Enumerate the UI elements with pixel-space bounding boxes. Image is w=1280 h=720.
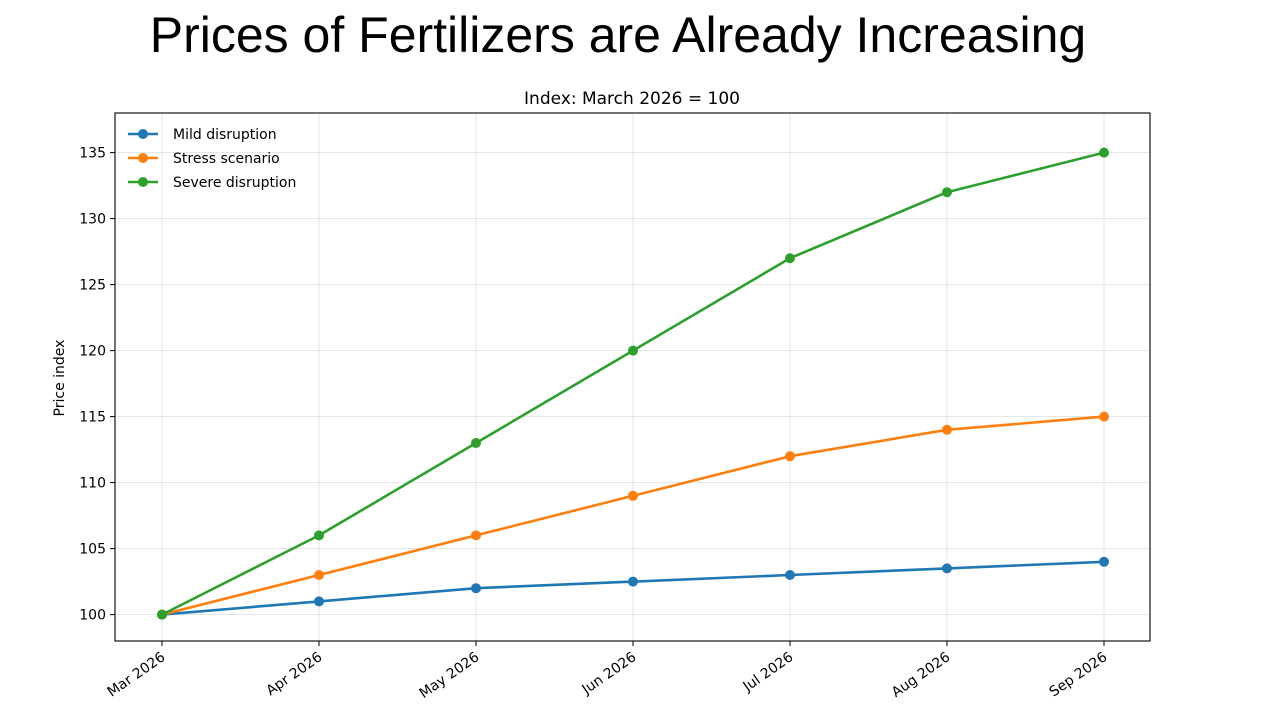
- x-tick-label: Apr 2026: [263, 649, 325, 699]
- data-point: [628, 490, 638, 501]
- data-point: [1099, 147, 1109, 158]
- data-point: [1099, 411, 1109, 422]
- data-point: [471, 530, 481, 541]
- data-point: [942, 424, 952, 435]
- y-tick-label: 130: [79, 212, 106, 228]
- data-point: [628, 345, 638, 356]
- legend: Mild disruption Stress scenario Severe dis…: [128, 127, 296, 191]
- y-tick-label: 115: [79, 410, 106, 426]
- data-point: [471, 583, 481, 594]
- x-tick-label: May 2026: [417, 649, 483, 702]
- data-point: [157, 609, 167, 620]
- data-point: [314, 530, 324, 541]
- data-point: [471, 438, 481, 448]
- data-point: [628, 576, 638, 587]
- legend-swatch-marker: [138, 153, 148, 163]
- data-point: [785, 451, 795, 462]
- data-point: [942, 563, 952, 574]
- y-tick-label: 110: [79, 476, 106, 492]
- legend-label: Severe disruption: [173, 175, 296, 191]
- y-tick-label: 125: [79, 278, 106, 294]
- x-tick-label: Jun 2026: [579, 649, 640, 698]
- grid-lines: [115, 113, 1150, 641]
- y-tick-label: 120: [79, 344, 106, 360]
- y-axis-label: Price index: [52, 340, 68, 417]
- legend-swatch-marker: [138, 129, 148, 139]
- y-tick-label: 135: [79, 146, 106, 162]
- data-point: [942, 187, 952, 198]
- slide-title: Prices of Fertilizers are Already Increa…: [149, 7, 1087, 63]
- data-point: [1099, 556, 1109, 567]
- legend-label: Mild disruption: [173, 127, 277, 143]
- data-point: [314, 596, 324, 607]
- x-tick-label: Mar 2026: [105, 649, 169, 700]
- chart-subtitle: Index: March 2026 = 100: [524, 89, 740, 109]
- x-tick-label: Aug 2026: [889, 649, 953, 701]
- plot-frame: [114, 112, 1151, 642]
- data-point: [785, 253, 795, 264]
- y-tick-label: 105: [79, 542, 106, 558]
- series-lines: [157, 147, 1109, 620]
- y-tick-label: 100: [79, 608, 106, 624]
- data-point: [314, 570, 324, 580]
- legend-swatch-marker: [138, 177, 148, 187]
- data-point: [785, 570, 795, 580]
- x-tick-label: Jul 2026: [740, 649, 797, 695]
- axis-ticks: 100 105 110 115 120 125 130 135 Mar 2026 Apr 2026…: [79, 146, 1110, 702]
- legend-label: Stress scenario: [173, 151, 280, 167]
- x-tick-label: Sep 2026: [1047, 649, 1111, 700]
